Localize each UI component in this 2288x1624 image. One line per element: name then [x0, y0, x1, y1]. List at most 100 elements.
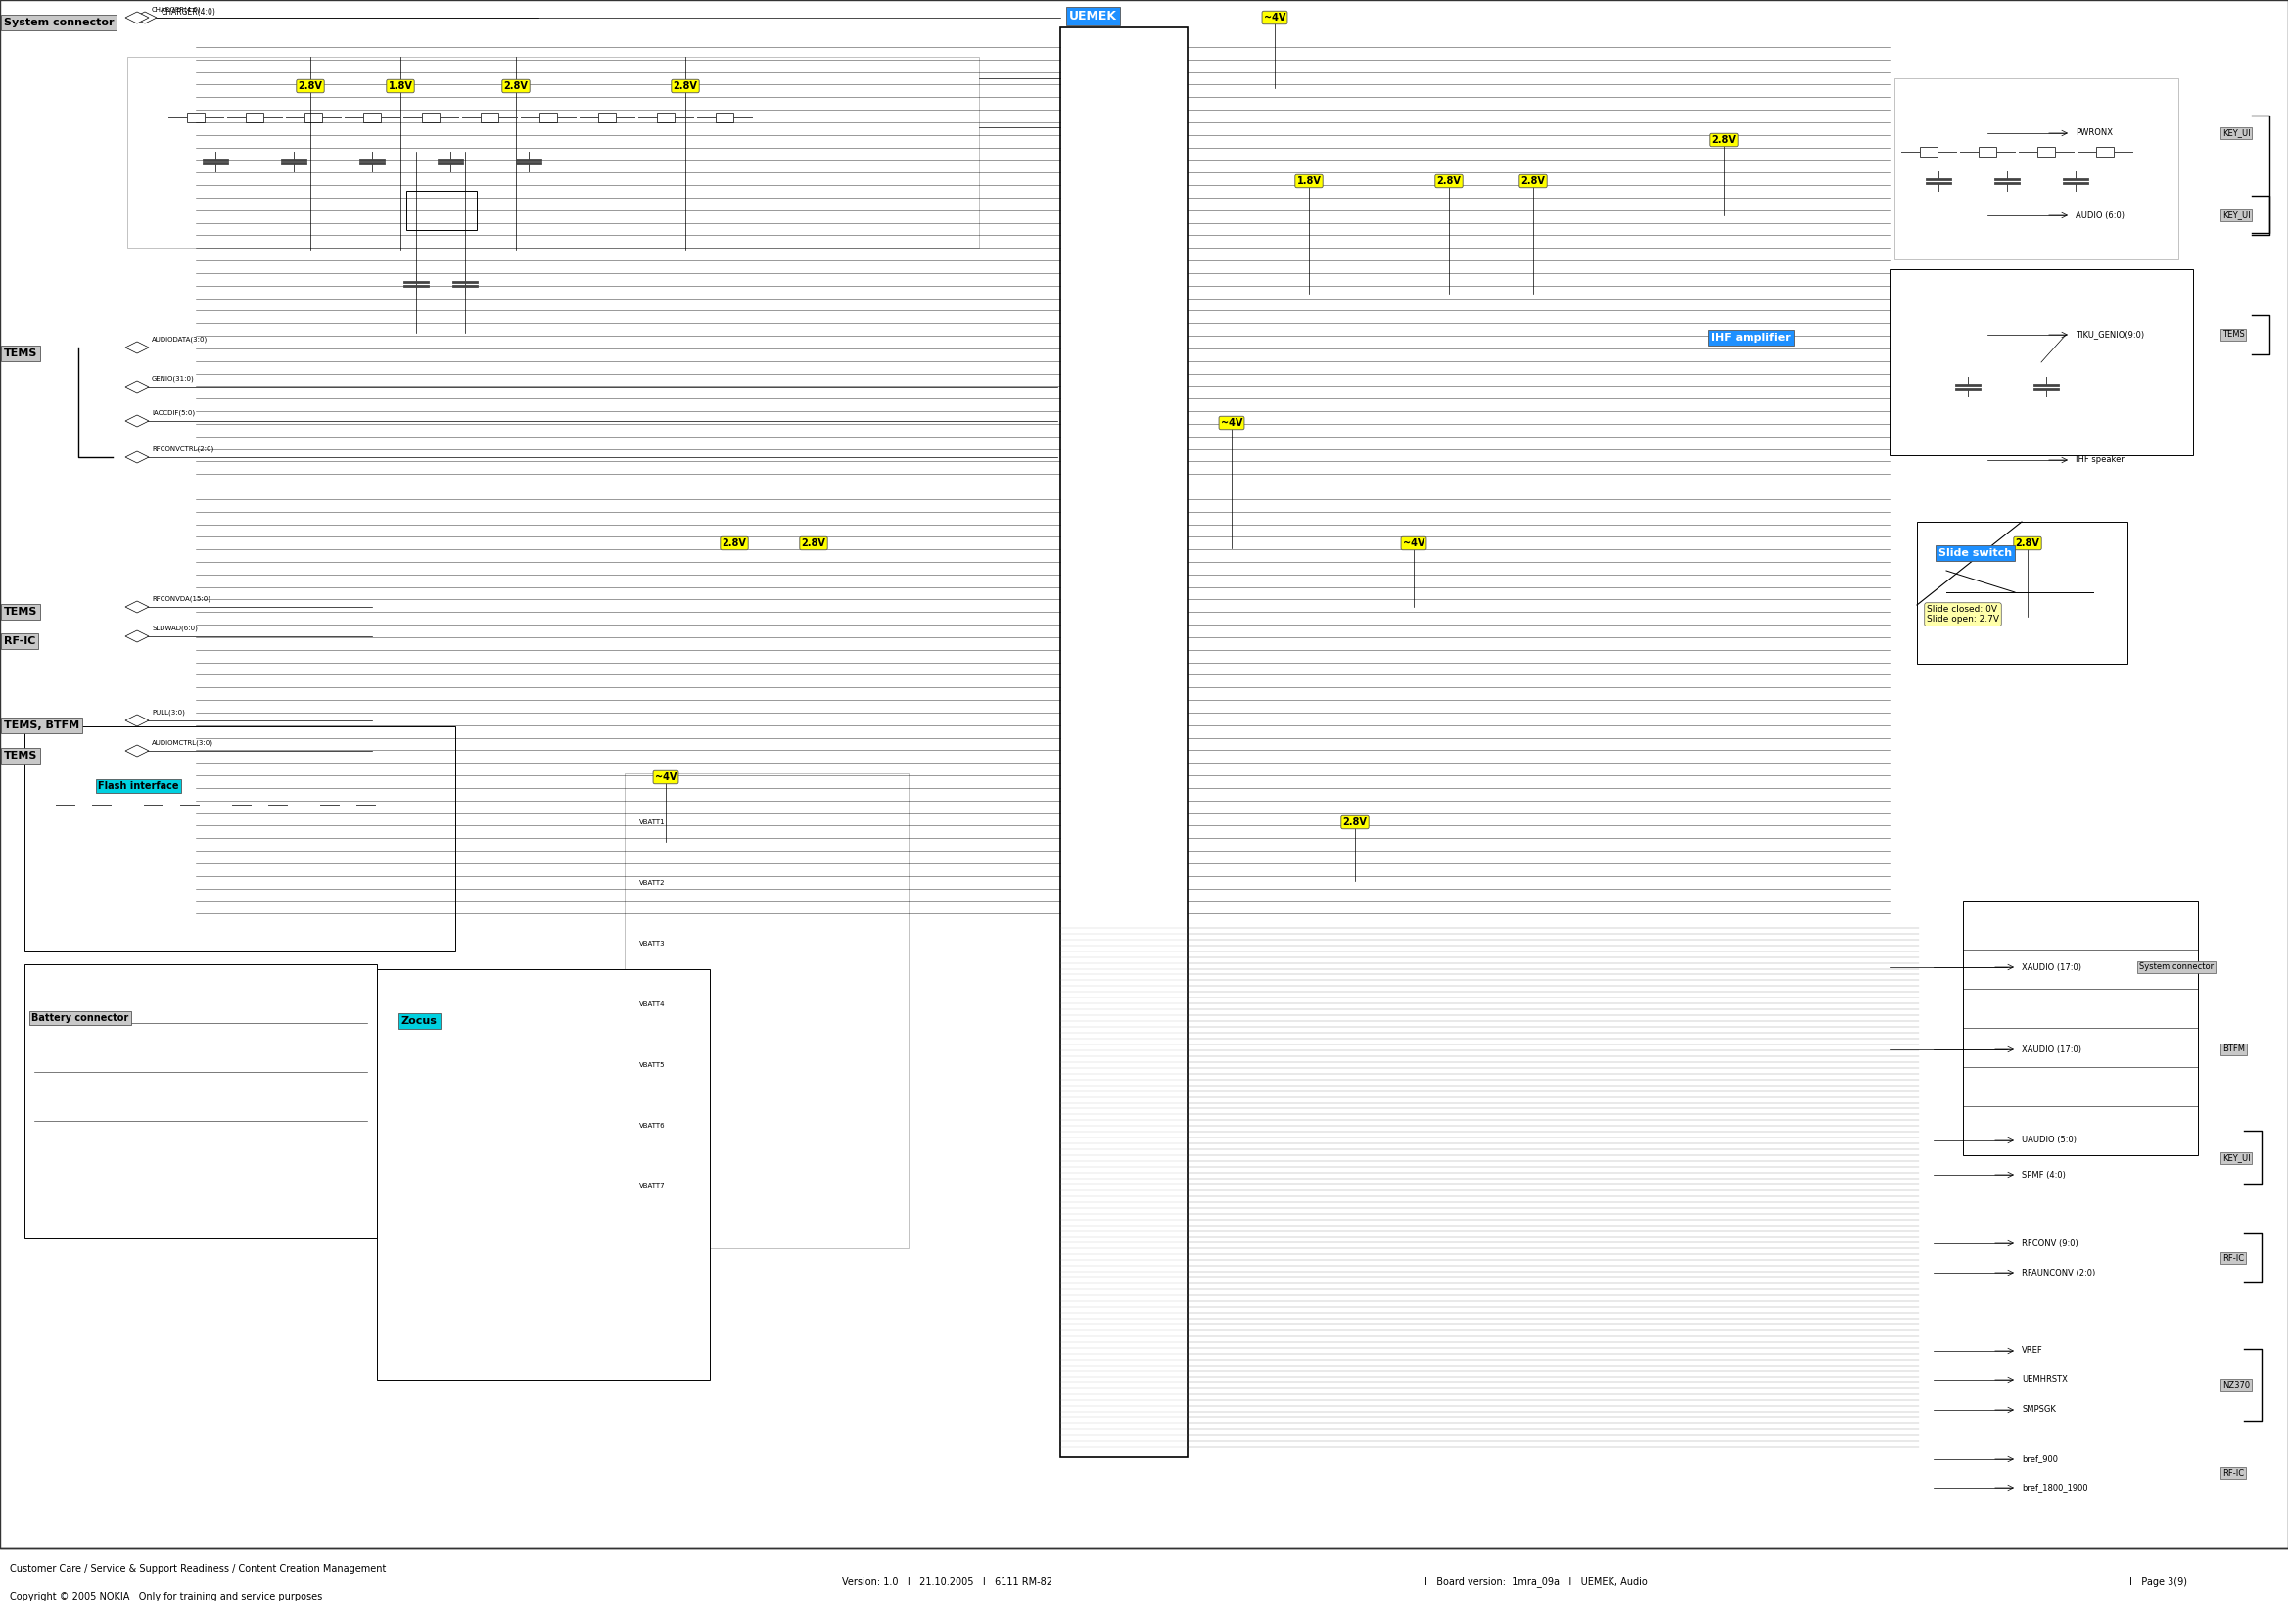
Text: System connector: System connector	[2139, 963, 2215, 971]
Text: XAUDIO (17:0): XAUDIO (17:0)	[2023, 1044, 2082, 1054]
Text: RF-IC: RF-IC	[2222, 1254, 2245, 1262]
Text: I   Board version:  1mra_09a   I   UEMEK, Audio: I Board version: 1mra_09a I UEMEK, Audio	[1425, 1577, 1647, 1587]
Text: 2.8V: 2.8V	[1437, 175, 1462, 187]
Text: Zocus: Zocus	[400, 1017, 437, 1026]
Bar	[25, 726, 455, 952]
Polygon shape	[126, 601, 149, 612]
Text: TIKU_GENIO(9:0): TIKU_GENIO(9:0)	[2075, 330, 2144, 339]
Bar	[407, 192, 476, 231]
Text: RFCONVDA(15:0): RFCONVDA(15:0)	[151, 596, 210, 603]
Bar	[1979, 146, 1995, 156]
Bar	[364, 112, 380, 122]
Bar	[421, 112, 439, 122]
Text: bref_1800_1900: bref_1800_1900	[2023, 1484, 2089, 1492]
Text: VREF: VREF	[2023, 1346, 2043, 1356]
Text: Battery connector: Battery connector	[32, 1013, 128, 1023]
Text: TEMS: TEMS	[2222, 330, 2245, 339]
Text: ~4V: ~4V	[1403, 539, 1425, 549]
Text: RF-IC: RF-IC	[5, 637, 37, 646]
Text: RFCONVCTRL(2:0): RFCONVCTRL(2:0)	[151, 447, 213, 451]
Text: Slide switch: Slide switch	[1938, 549, 2011, 559]
Polygon shape	[126, 416, 149, 427]
Text: 2.8V: 2.8V	[1522, 175, 1544, 187]
Text: VBATT3: VBATT3	[638, 940, 666, 947]
Text: 2.8V: 2.8V	[297, 81, 323, 91]
Bar	[2036, 146, 2055, 156]
Bar	[657, 112, 675, 122]
Bar	[2009, 343, 2025, 352]
Text: Copyright © 2005 NOKIA   Only for training and service purposes: Copyright © 2005 NOKIA Only for training…	[9, 1592, 323, 1601]
Bar	[716, 112, 732, 122]
Text: IACCDIF(5:0): IACCDIF(5:0)	[151, 409, 194, 416]
Bar	[480, 112, 499, 122]
Text: IHF amplifier: IHF amplifier	[1711, 333, 1792, 343]
Text: IHF speaker: IHF speaker	[2075, 456, 2123, 464]
Text: TEMS: TEMS	[5, 349, 37, 359]
Text: ~4V: ~4V	[1263, 13, 1286, 23]
Bar	[1920, 146, 1938, 156]
Text: 2.8V: 2.8V	[1711, 135, 1737, 145]
Text: TEMS, BTFM: TEMS, BTFM	[5, 721, 80, 731]
Text: VBATT1: VBATT1	[638, 820, 666, 825]
Text: AUDIOMCTRL(3:0): AUDIOMCTRL(3:0)	[151, 739, 213, 745]
Bar	[1890, 270, 2192, 455]
Bar	[625, 773, 908, 1249]
Bar	[43, 1004, 94, 1033]
Text: VBATT5: VBATT5	[638, 1062, 666, 1069]
Bar	[597, 112, 615, 122]
Bar	[2087, 343, 2105, 352]
Bar	[435, 1164, 554, 1244]
Bar	[435, 1047, 554, 1125]
Bar	[1894, 78, 2178, 260]
Text: TEMS: TEMS	[5, 750, 37, 760]
Text: AUDIO (6:0): AUDIO (6:0)	[2075, 211, 2126, 219]
Text: 2.8V: 2.8V	[1343, 817, 1368, 827]
Polygon shape	[126, 380, 149, 393]
Text: AUDIODATA(3:0): AUDIODATA(3:0)	[151, 336, 208, 343]
Text: 2.8V: 2.8V	[673, 81, 698, 91]
Text: BTFM: BTFM	[2222, 1044, 2245, 1054]
Text: PWRONX: PWRONX	[2075, 128, 2112, 138]
Text: PULL(3:0): PULL(3:0)	[151, 710, 185, 716]
Text: System connector: System connector	[5, 18, 114, 28]
Bar	[1917, 521, 2128, 664]
Text: Version: 1.0   I   21.10.2005   I   6111 RM-82: Version: 1.0 I 21.10.2005 I 6111 RM-82	[842, 1577, 1052, 1587]
Text: SPMF (4:0): SPMF (4:0)	[2023, 1171, 2066, 1179]
Polygon shape	[126, 715, 149, 726]
Text: VBATT2: VBATT2	[638, 880, 666, 887]
Bar	[76, 799, 92, 809]
Text: Flash interface: Flash interface	[98, 781, 178, 791]
Text: SLDWAD(6:0): SLDWAD(6:0)	[151, 625, 197, 632]
Bar	[188, 112, 204, 122]
Text: Customer Care / Service & Support Readiness / Content Creation Management: Customer Care / Service & Support Readin…	[9, 1564, 387, 1574]
Text: KEY_UI: KEY_UI	[2222, 1153, 2251, 1163]
Text: RFAUNCONV (2:0): RFAUNCONV (2:0)	[2023, 1268, 2096, 1276]
Text: ~4V: ~4V	[1222, 417, 1242, 427]
Text: 2.8V: 2.8V	[503, 81, 529, 91]
Text: Slide closed: 0V
Slide open: 2.7V: Slide closed: 0V Slide open: 2.7V	[1926, 606, 2000, 624]
Bar	[245, 112, 263, 122]
Text: SMPSGK: SMPSGK	[2023, 1405, 2057, 1415]
Text: UEMHRSTX: UEMHRSTX	[2023, 1376, 2068, 1385]
Bar	[128, 57, 979, 248]
Text: CHARGER(4:0): CHARGER(4:0)	[162, 8, 217, 18]
Bar	[378, 970, 709, 1380]
Text: UEMEK: UEMEK	[1068, 10, 1117, 23]
Text: KEY_UI: KEY_UI	[2222, 211, 2251, 219]
Text: VBATT6: VBATT6	[638, 1122, 666, 1129]
Text: RFCONV (9:0): RFCONV (9:0)	[2023, 1239, 2078, 1247]
Bar	[1059, 28, 1187, 1457]
Text: VBATT4: VBATT4	[638, 1002, 666, 1007]
Text: ~4V: ~4V	[654, 773, 677, 783]
Polygon shape	[126, 745, 149, 757]
Text: CHARGER(4:0): CHARGER(4:0)	[151, 6, 201, 13]
Bar	[304, 112, 323, 122]
Polygon shape	[126, 451, 149, 463]
Text: 2.8V: 2.8V	[801, 539, 826, 549]
Bar	[252, 799, 268, 809]
Bar	[43, 1052, 94, 1082]
Polygon shape	[126, 630, 149, 641]
Polygon shape	[126, 11, 149, 23]
Text: NZ370: NZ370	[2222, 1380, 2249, 1390]
Text: 2.8V: 2.8V	[2016, 539, 2041, 549]
